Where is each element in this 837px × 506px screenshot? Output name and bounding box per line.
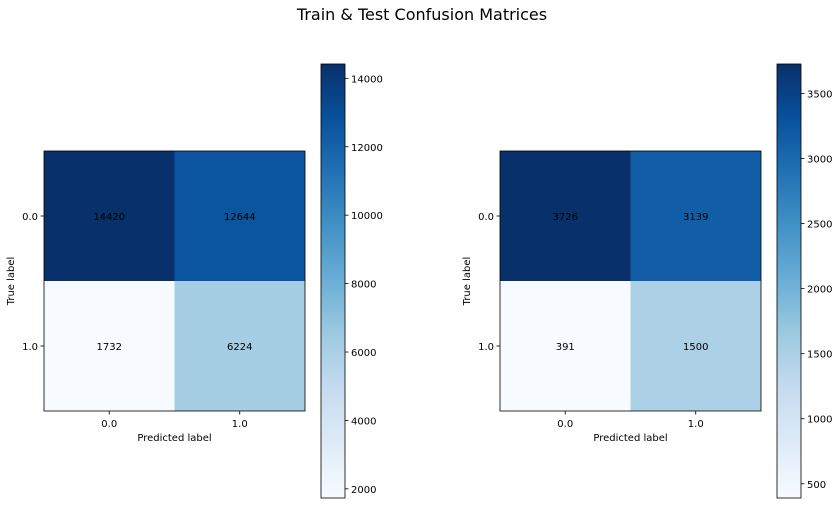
- colorbar: [321, 64, 345, 498]
- colorbar-tick-label: 8000: [351, 280, 376, 291]
- colorbar-tick-label: 12000: [351, 143, 383, 154]
- colorbar-tick-label: 2000: [807, 285, 832, 296]
- heatmap-cell-1-1: [630, 281, 761, 411]
- cell-value-label: 1732: [97, 342, 122, 353]
- heatmap-cell-0-0: [500, 151, 631, 281]
- cell-value-label: 3726: [553, 212, 578, 223]
- y-axis-label: True label: [6, 257, 17, 307]
- colorbar: [777, 64, 801, 498]
- colorbar-frame: [776, 63, 802, 499]
- colorbar-frame: [320, 63, 346, 499]
- x-tick-label: 0.0: [101, 419, 117, 430]
- cell-value-label: 6224: [227, 342, 252, 353]
- colorbar-tick-label: 10000: [351, 211, 383, 222]
- x-tick-label: 1.0: [232, 419, 248, 430]
- y-tick-label: 0.0: [22, 212, 38, 223]
- colorbar-tick-label: 14000: [351, 74, 383, 85]
- heatmap-cell-1-0: [44, 281, 175, 411]
- x-axis-label: Predicted label: [593, 433, 667, 444]
- colorbar-tick-label: 1000: [807, 415, 832, 426]
- x-tick-label: 0.0: [557, 419, 573, 430]
- cell-value-label: 12644: [224, 212, 256, 223]
- colorbar-tick-label: 6000: [351, 348, 376, 359]
- y-tick-label: 1.0: [22, 342, 38, 353]
- colorbar-tick-label: 2500: [807, 220, 832, 231]
- heatmap-cell-0-1: [174, 151, 305, 281]
- heatmap-frame: [43, 150, 306, 412]
- confusion-matrix-1: 14420 12644 1732 6224 0.0 1.0 0.0 1.0 Predicted …: [6, 63, 383, 499]
- colorbar-tick-label: 4000: [351, 416, 376, 427]
- colorbar-tick-label: 500: [807, 480, 826, 491]
- colorbar-tick-label: 1500: [807, 350, 832, 361]
- cell-value-label: 14420: [93, 212, 125, 223]
- x-axis-label: Predicted label: [137, 433, 211, 444]
- colorbar-tick-label: 3000: [807, 154, 832, 165]
- figure-title: Train & Test Confusion Matrices: [296, 5, 547, 24]
- cell-value-label: 1500: [683, 342, 708, 353]
- colorbar-tick-label: 2000: [351, 485, 376, 496]
- y-tick-label: 0.0: [478, 212, 494, 223]
- heatmap-cell-0-0: [44, 151, 175, 281]
- heatmap-cell-1-1: [174, 281, 305, 411]
- x-tick-label: 1.0: [688, 419, 704, 430]
- colorbar-tick-label: 3500: [807, 89, 832, 100]
- cell-value-label: 391: [556, 342, 575, 353]
- cell-value-label: 3139: [683, 212, 708, 223]
- y-axis-label: True label: [462, 257, 473, 307]
- heatmap-cell-1-0: [500, 281, 631, 411]
- confusion-matrix-2: 3726 3139 391 1500 0.0 1.0 0.0 1.0 Predicted lab…: [462, 63, 832, 499]
- heatmap-frame: [499, 150, 762, 412]
- y-tick-label: 1.0: [478, 342, 494, 353]
- heatmap-cell-0-1: [630, 151, 761, 281]
